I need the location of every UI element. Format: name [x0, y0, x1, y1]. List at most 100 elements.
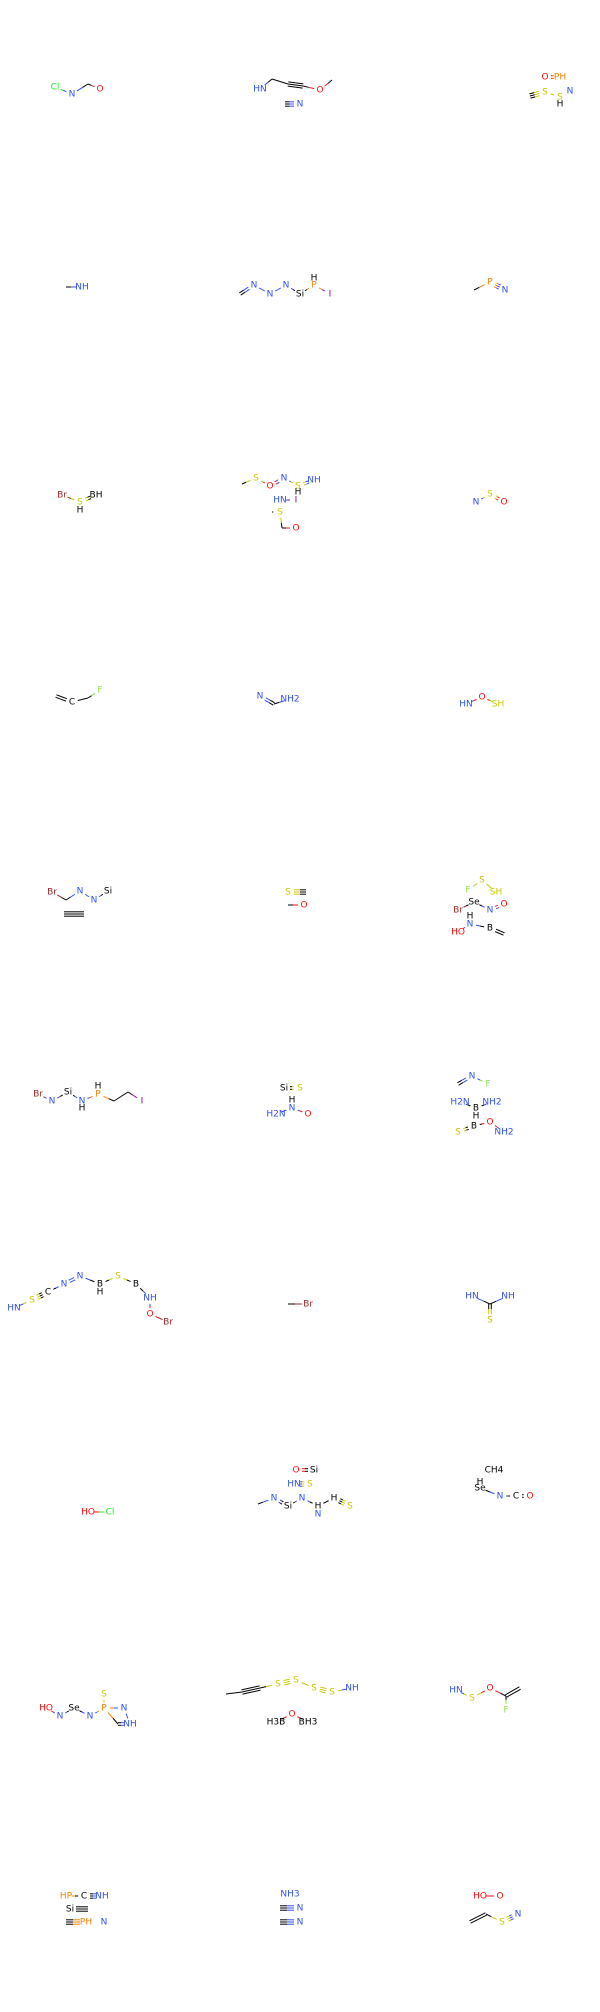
bond: [268, 79, 272, 82]
bond: [464, 1694, 467, 1695]
atom-label: Br: [163, 1318, 173, 1328]
bond: [57, 1097, 60, 1099]
bond: [498, 497, 500, 498]
atom-label: S: [479, 876, 485, 886]
atom-label: N: [91, 896, 98, 906]
bond: [486, 1914, 491, 1917]
atom-label: HO: [39, 1704, 53, 1714]
bond: [487, 699, 490, 700]
atom-label: N: [297, 1904, 304, 1914]
bond: [114, 1097, 121, 1102]
atom-label: H: [473, 1112, 480, 1122]
atom-label: N: [497, 1492, 504, 1502]
atom-label: C: [69, 698, 75, 708]
bond: [128, 1092, 132, 1095]
bond: [62, 697, 67, 699]
atom-label: CH4: [485, 1466, 504, 1476]
bond: [305, 1684, 309, 1686]
bond: [244, 287, 248, 290]
bond: [127, 1280, 131, 1282]
bond: [56, 697, 61, 699]
bond: [482, 906, 485, 907]
bond: [261, 481, 263, 482]
bond: [484, 1301, 490, 1304]
bond: [319, 288, 322, 290]
bond: [289, 481, 291, 482]
bond: [291, 288, 293, 289]
atom-label: B: [471, 1122, 477, 1132]
atom-label: C: [81, 1892, 87, 1902]
atom-label: S: [311, 1684, 317, 1694]
atom-label: HO: [473, 1892, 487, 1902]
atom-label: S: [307, 1480, 313, 1490]
atom-label: N: [69, 90, 76, 100]
atom-label: S: [277, 508, 283, 518]
bond: [459, 1083, 463, 1086]
bond: [90, 1280, 94, 1282]
bond: [319, 1691, 322, 1692]
atom-label: N: [61, 1280, 68, 1290]
bond: [258, 1502, 263, 1504]
bond: [226, 1693, 234, 1694]
bond: [510, 1917, 513, 1918]
atom-label: HO: [81, 1508, 95, 1518]
bond: [323, 1690, 326, 1691]
bond: [281, 518, 282, 523]
atom-label: NH: [75, 283, 89, 293]
atom-label: N: [297, 1918, 304, 1928]
atom-label: B: [133, 1280, 139, 1290]
bond: [70, 894, 74, 897]
bond: [101, 894, 103, 895]
atom-label: H: [331, 1494, 338, 1504]
bond: [495, 906, 496, 907]
atom-label: N: [299, 1494, 306, 1504]
bond: [338, 1690, 342, 1691]
bond: [95, 1712, 97, 1713]
atom-label: O: [500, 900, 507, 910]
atom-label: O: [486, 1118, 493, 1128]
bond: [64, 91, 67, 92]
bond: [339, 1501, 342, 1502]
atom-label: H: [467, 912, 474, 922]
bond: [303, 482, 305, 483]
bond: [477, 1079, 480, 1080]
bond: [68, 497, 71, 498]
atom-label: O: [304, 1110, 311, 1120]
bond: [475, 883, 477, 885]
bond: [291, 482, 293, 483]
bond: [551, 94, 553, 95]
atom-label: S: [285, 888, 291, 898]
atom-label: Cl: [51, 83, 60, 93]
bond: [280, 1503, 282, 1504]
bond: [496, 288, 498, 289]
atom-label: Si: [284, 1502, 292, 1512]
bond: [127, 1716, 128, 1718]
bond: [307, 1501, 310, 1502]
atom-label: NH: [307, 476, 321, 486]
atom-label: Si: [104, 887, 112, 897]
bond: [509, 1915, 512, 1916]
atom-label: N: [77, 1272, 84, 1282]
atom-label: P: [487, 278, 493, 288]
atom-label: HP: [60, 1892, 73, 1902]
bond: [481, 498, 483, 499]
bond: [328, 80, 332, 83]
bond: [88, 696, 92, 698]
atom-label: Si: [66, 1905, 74, 1915]
atom-label: I: [329, 290, 332, 300]
bond: [535, 96, 540, 97]
bond: [296, 85, 304, 86]
